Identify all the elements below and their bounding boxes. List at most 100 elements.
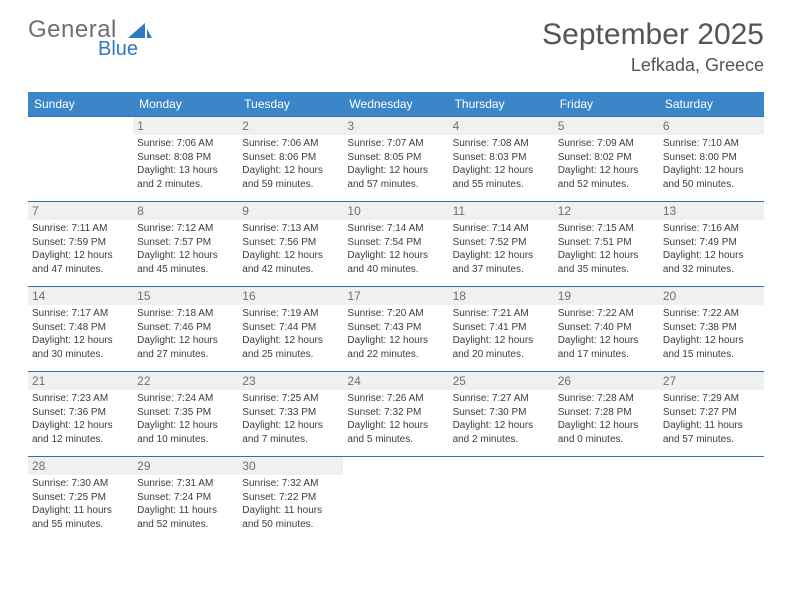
sunset-text: Sunset: 7:54 PM <box>347 236 444 250</box>
calendar-cell: 5Sunrise: 7:09 AMSunset: 8:02 PMDaylight… <box>554 116 659 201</box>
calendar-cell: 3Sunrise: 7:07 AMSunset: 8:05 PMDaylight… <box>343 116 448 201</box>
weekday-header: Friday <box>554 92 659 116</box>
day-cell: 7Sunrise: 7:11 AMSunset: 7:59 PMDaylight… <box>28 201 133 286</box>
sunset-text: Sunset: 7:44 PM <box>242 321 339 335</box>
page-header: General Blue September 2025 Lefkada, Gre… <box>28 18 764 76</box>
daylight-text: Daylight: 11 hours and 57 minutes. <box>663 419 760 446</box>
sunset-text: Sunset: 7:27 PM <box>663 406 760 420</box>
day-cell: 20Sunrise: 7:22 AMSunset: 7:38 PMDayligh… <box>659 286 764 371</box>
day-number: 23 <box>238 372 343 390</box>
sunrise-text: Sunrise: 7:17 AM <box>32 307 129 321</box>
calendar-cell: 25Sunrise: 7:27 AMSunset: 7:30 PMDayligh… <box>449 371 554 456</box>
sunrise-text: Sunrise: 7:21 AM <box>453 307 550 321</box>
day-cell: 13Sunrise: 7:16 AMSunset: 7:49 PMDayligh… <box>659 201 764 286</box>
calendar-cell <box>554 456 659 541</box>
weekday-header: Wednesday <box>343 92 448 116</box>
calendar-cell <box>343 456 448 541</box>
sunset-text: Sunset: 7:36 PM <box>32 406 129 420</box>
day-cell: 10Sunrise: 7:14 AMSunset: 7:54 PMDayligh… <box>343 201 448 286</box>
calendar-cell: 17 Sunrise: 7:20 AMSunset: 7:43 PMDayligh… <box>343 286 448 371</box>
sunrise-text: Sunrise: 7:27 AM <box>453 392 550 406</box>
calendar-cell: 29Sunrise: 7:31 AMSunset: 7:24 PMDayligh… <box>133 456 238 541</box>
sunrise-text: Sunrise: 7:15 AM <box>558 222 655 236</box>
sunset-text: Sunset: 8:05 PM <box>347 151 444 165</box>
calendar-cell: 28Sunrise: 7:30 AMSunset: 7:25 PMDayligh… <box>28 456 133 541</box>
day-number: 18 <box>449 287 554 305</box>
weekday-header: Tuesday <box>238 92 343 116</box>
daylight-text: Daylight: 12 hours and 27 minutes. <box>137 334 234 361</box>
sunrise-text: Sunrise: 7:31 AM <box>137 477 234 491</box>
daylight-text: Daylight: 12 hours and 25 minutes. <box>242 334 339 361</box>
empty-cell <box>554 456 659 541</box>
day-number: 14 <box>28 287 133 305</box>
sunrise-text: Sunrise: 7:32 AM <box>242 477 339 491</box>
day-number: 8 <box>133 202 238 220</box>
sunrise-text: Sunrise: 7:11 AM <box>32 222 129 236</box>
sunset-text: Sunset: 7:57 PM <box>137 236 234 250</box>
weekday-header: Sunday <box>28 92 133 116</box>
day-cell: 6Sunrise: 7:10 AMSunset: 8:00 PMDaylight… <box>659 116 764 201</box>
location-label: Lefkada, Greece <box>542 55 764 76</box>
calendar-cell: 6Sunrise: 7:10 AMSunset: 8:00 PMDaylight… <box>659 116 764 201</box>
day-number: 12 <box>554 202 659 220</box>
day-number: 5 <box>554 117 659 135</box>
daylight-text: Daylight: 12 hours and 59 minutes. <box>242 164 339 191</box>
day-number: 10 <box>343 202 448 220</box>
sunrise-text: Sunrise: 7:08 AM <box>453 137 550 151</box>
day-number: 27 <box>659 372 764 390</box>
sunset-text: Sunset: 7:52 PM <box>453 236 550 250</box>
day-number: 15 <box>133 287 238 305</box>
day-cell: 29Sunrise: 7:31 AMSunset: 7:24 PMDayligh… <box>133 456 238 541</box>
daylight-text: Daylight: 11 hours and 52 minutes. <box>137 504 234 531</box>
daylight-text: Daylight: 12 hours and 30 minutes. <box>32 334 129 361</box>
sunrise-text: Sunrise: 7:09 AM <box>558 137 655 151</box>
daylight-text: Daylight: 12 hours and 57 minutes. <box>347 164 444 191</box>
calendar-cell: 24Sunrise: 7:26 AMSunset: 7:32 PMDayligh… <box>343 371 448 456</box>
calendar-cell: 14Sunrise: 7:17 AMSunset: 7:48 PMDayligh… <box>28 286 133 371</box>
day-cell: 12Sunrise: 7:15 AMSunset: 7:51 PMDayligh… <box>554 201 659 286</box>
empty-cell <box>659 456 764 541</box>
day-cell: 4Sunrise: 7:08 AMSunset: 8:03 PMDaylight… <box>449 116 554 201</box>
calendar-cell: 15Sunrise: 7:18 AMSunset: 7:46 PMDayligh… <box>133 286 238 371</box>
calendar-cell: 23Sunrise: 7:25 AMSunset: 7:33 PMDayligh… <box>238 371 343 456</box>
empty-cell <box>449 456 554 541</box>
sunset-text: Sunset: 7:38 PM <box>663 321 760 335</box>
calendar-cell: 10Sunrise: 7:14 AMSunset: 7:54 PMDayligh… <box>343 201 448 286</box>
daylight-text: Daylight: 12 hours and 7 minutes. <box>242 419 339 446</box>
calendar-cell: 30Sunrise: 7:32 AMSunset: 7:22 PMDayligh… <box>238 456 343 541</box>
calendar-cell: 19Sunrise: 7:22 AMSunset: 7:40 PMDayligh… <box>554 286 659 371</box>
day-cell: 16Sunrise: 7:19 AMSunset: 7:44 PMDayligh… <box>238 286 343 371</box>
day-number: 24 <box>343 372 448 390</box>
day-number: 4 <box>449 117 554 135</box>
day-number: 28 <box>28 457 133 475</box>
daylight-text: Daylight: 12 hours and 2 minutes. <box>453 419 550 446</box>
day-number: 17 <box>343 287 448 305</box>
sunrise-text: Sunrise: 7:10 AM <box>663 137 760 151</box>
sunrise-text: Sunrise: 7:20 AM <box>347 307 444 321</box>
title-block: September 2025 Lefkada, Greece <box>542 18 764 76</box>
sunset-text: Sunset: 8:00 PM <box>663 151 760 165</box>
sunset-text: Sunset: 8:08 PM <box>137 151 234 165</box>
daylight-text: Daylight: 12 hours and 22 minutes. <box>347 334 444 361</box>
day-cell: 9Sunrise: 7:13 AMSunset: 7:56 PMDaylight… <box>238 201 343 286</box>
sunset-text: Sunset: 7:35 PM <box>137 406 234 420</box>
weekday-header: Saturday <box>659 92 764 116</box>
sunset-text: Sunset: 7:51 PM <box>558 236 655 250</box>
sunset-text: Sunset: 7:59 PM <box>32 236 129 250</box>
daylight-text: Daylight: 11 hours and 55 minutes. <box>32 504 129 531</box>
sunrise-text: Sunrise: 7:18 AM <box>137 307 234 321</box>
weekday-header: Monday <box>133 92 238 116</box>
day-cell: 28Sunrise: 7:30 AMSunset: 7:25 PMDayligh… <box>28 456 133 541</box>
daylight-text: Daylight: 12 hours and 32 minutes. <box>663 249 760 276</box>
sunset-text: Sunset: 7:24 PM <box>137 491 234 505</box>
calendar-cell <box>28 116 133 201</box>
sunset-text: Sunset: 7:43 PM <box>347 321 444 335</box>
calendar-week-row: 1Sunrise: 7:06 AMSunset: 8:08 PMDaylight… <box>28 116 764 201</box>
daylight-text: Daylight: 12 hours and 10 minutes. <box>137 419 234 446</box>
day-cell: 1Sunrise: 7:06 AMSunset: 8:08 PMDaylight… <box>133 116 238 201</box>
weekday-header-row: Sunday Monday Tuesday Wednesday Thursday… <box>28 92 764 116</box>
calendar-week-row: 7Sunrise: 7:11 AMSunset: 7:59 PMDaylight… <box>28 201 764 286</box>
sunset-text: Sunset: 8:03 PM <box>453 151 550 165</box>
sunrise-text: Sunrise: 7:23 AM <box>32 392 129 406</box>
day-cell: 18Sunrise: 7:21 AMSunset: 7:41 PMDayligh… <box>449 286 554 371</box>
